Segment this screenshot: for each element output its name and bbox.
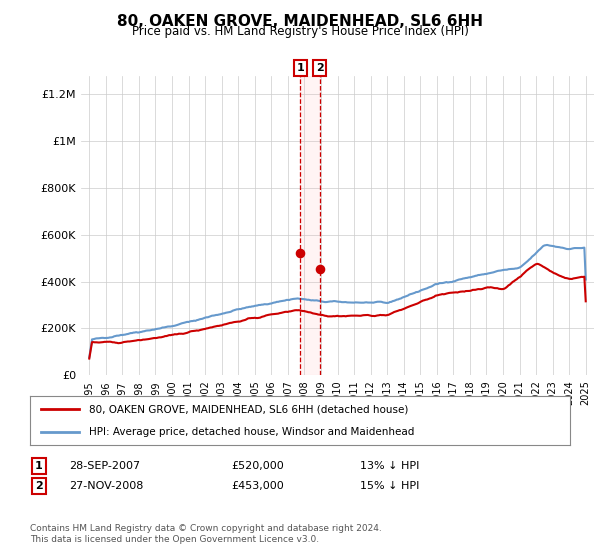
Text: 80, OAKEN GROVE, MAIDENHEAD, SL6 6HH: 80, OAKEN GROVE, MAIDENHEAD, SL6 6HH — [117, 14, 483, 29]
Text: 2: 2 — [35, 481, 43, 491]
Text: 2: 2 — [316, 63, 323, 73]
Text: £453,000: £453,000 — [231, 481, 284, 491]
Point — [315, 265, 325, 274]
Text: 80, OAKEN GROVE, MAIDENHEAD, SL6 6HH (detached house): 80, OAKEN GROVE, MAIDENHEAD, SL6 6HH (de… — [89, 404, 409, 414]
Text: Contains HM Land Registry data © Crown copyright and database right 2024.: Contains HM Land Registry data © Crown c… — [30, 524, 382, 533]
Text: 15% ↓ HPI: 15% ↓ HPI — [360, 481, 419, 491]
Text: £520,000: £520,000 — [231, 461, 284, 471]
Text: 27-NOV-2008: 27-NOV-2008 — [69, 481, 143, 491]
Point — [295, 249, 305, 258]
Text: 28-SEP-2007: 28-SEP-2007 — [69, 461, 140, 471]
Text: 13% ↓ HPI: 13% ↓ HPI — [360, 461, 419, 471]
Text: Price paid vs. HM Land Registry's House Price Index (HPI): Price paid vs. HM Land Registry's House … — [131, 25, 469, 38]
Text: 1: 1 — [296, 63, 304, 73]
Text: This data is licensed under the Open Government Licence v3.0.: This data is licensed under the Open Gov… — [30, 535, 319, 544]
Bar — [300, 76, 320, 375]
Text: 1: 1 — [35, 461, 43, 471]
Text: HPI: Average price, detached house, Windsor and Maidenhead: HPI: Average price, detached house, Wind… — [89, 427, 415, 437]
